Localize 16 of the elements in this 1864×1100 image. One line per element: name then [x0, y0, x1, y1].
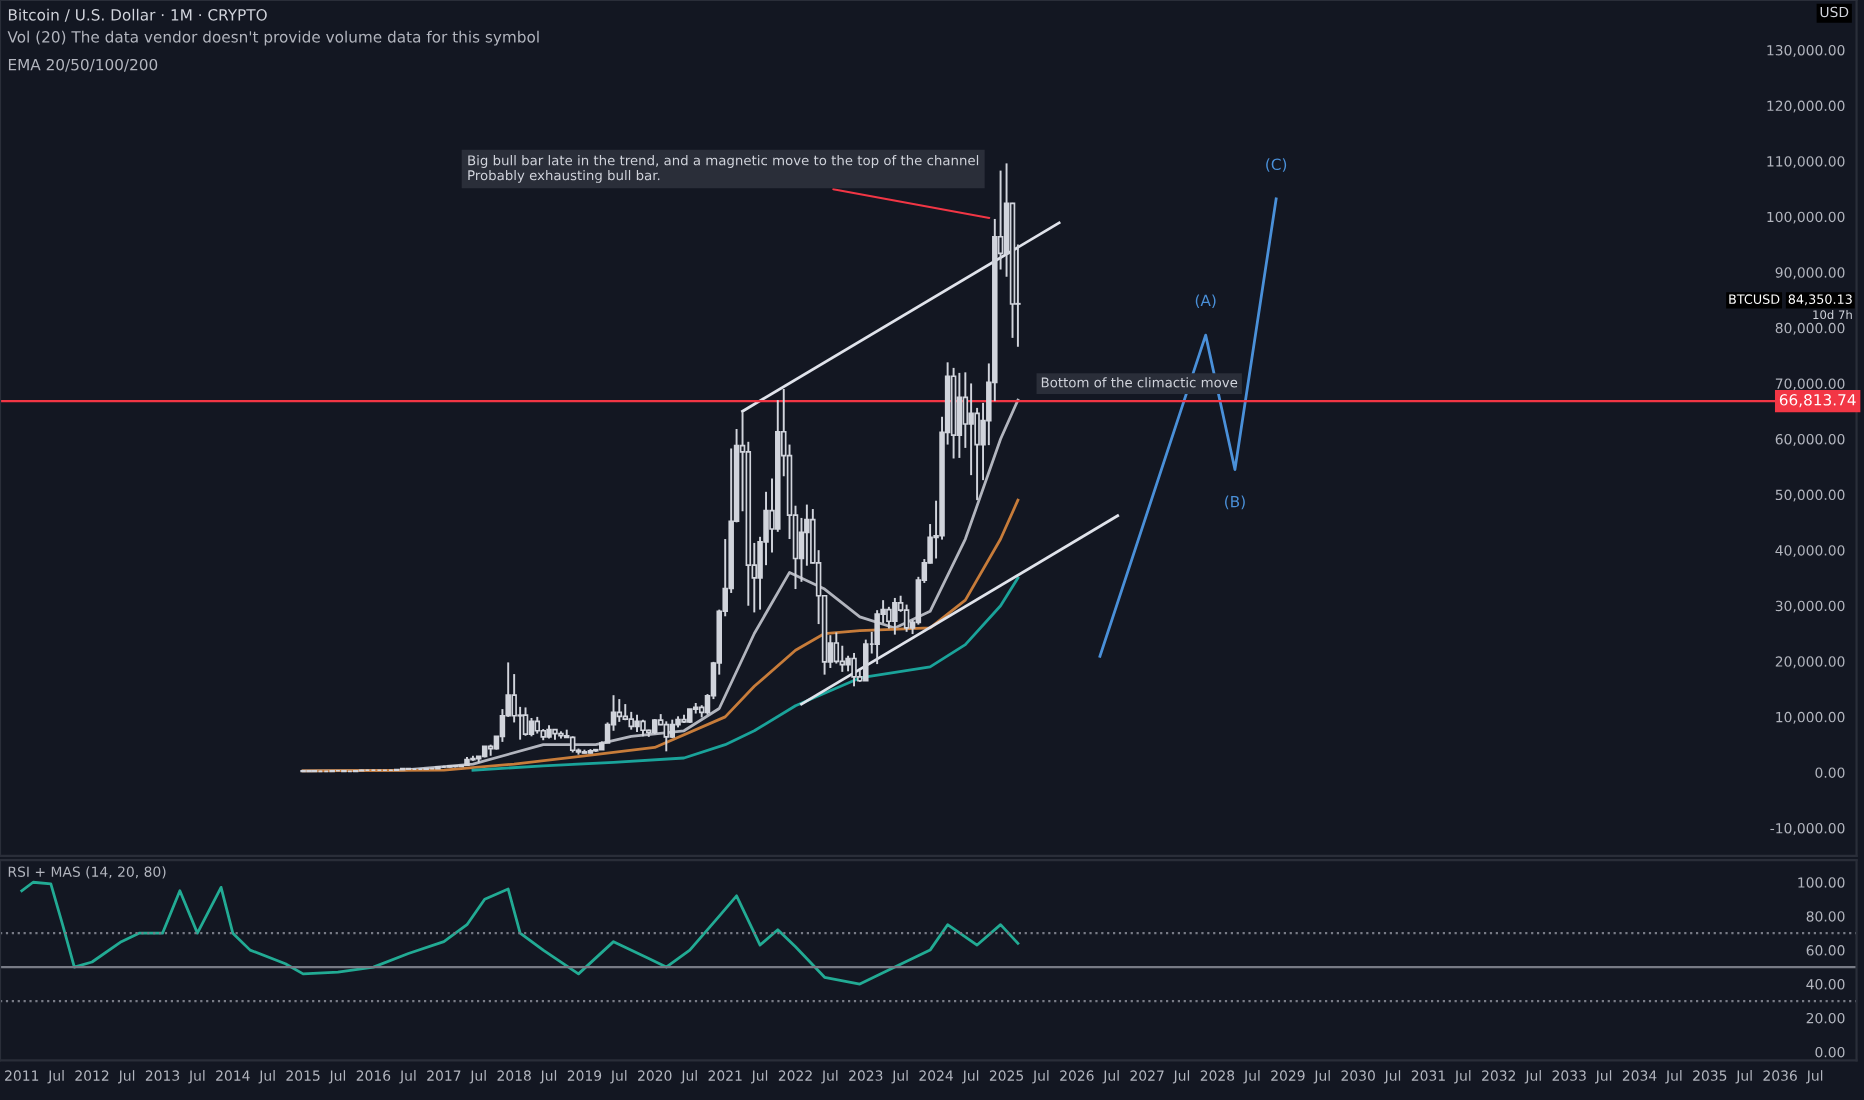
- candlestick: [968, 382, 974, 477]
- candlestick: [892, 596, 898, 636]
- candlestick: [833, 631, 840, 665]
- candlestick: [863, 638, 869, 682]
- candlestick: [669, 718, 676, 739]
- line-series: [301, 498, 1020, 773]
- candlestick: [886, 605, 892, 630]
- line-series: [20, 880, 1020, 986]
- candlestick: [903, 603, 910, 633]
- candlestick: [851, 651, 857, 688]
- candlestick: [522, 706, 529, 737]
- candlestick: [956, 371, 963, 459]
- candlestick: [528, 717, 535, 738]
- line-series: [471, 576, 1020, 772]
- candlestick: [663, 720, 670, 753]
- line-series: [1098, 197, 1278, 658]
